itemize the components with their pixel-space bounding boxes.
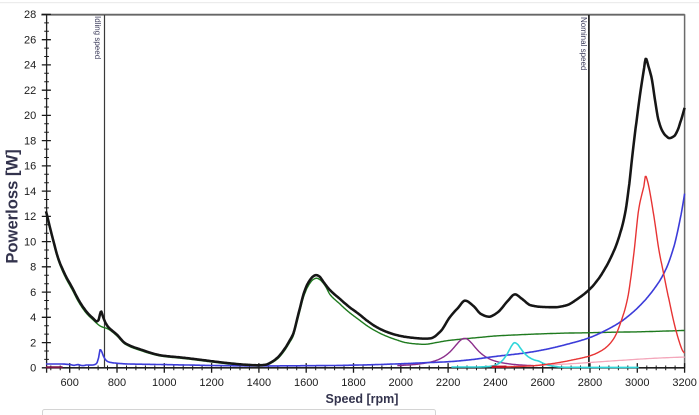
svg-text:800: 800 bbox=[108, 377, 126, 389]
svg-text:Nominal speed: Nominal speed bbox=[579, 17, 588, 70]
svg-text:2200: 2200 bbox=[436, 377, 460, 389]
svg-text:22: 22 bbox=[24, 85, 36, 97]
svg-text:28: 28 bbox=[24, 9, 36, 21]
svg-text:1000: 1000 bbox=[152, 377, 176, 389]
svg-text:18: 18 bbox=[24, 135, 36, 147]
svg-text:2600: 2600 bbox=[530, 377, 554, 389]
svg-text:2: 2 bbox=[30, 337, 36, 349]
svg-text:2400: 2400 bbox=[483, 377, 507, 389]
svg-text:3000: 3000 bbox=[625, 377, 649, 389]
svg-text:20: 20 bbox=[24, 110, 36, 122]
svg-text:2000: 2000 bbox=[389, 377, 413, 389]
svg-text:4: 4 bbox=[30, 312, 36, 324]
svg-text:10: 10 bbox=[24, 236, 36, 248]
svg-text:26: 26 bbox=[24, 34, 36, 46]
svg-text:24: 24 bbox=[24, 60, 36, 72]
svg-text:16: 16 bbox=[24, 161, 36, 173]
svg-text:Powerloss [W]: Powerloss [W] bbox=[3, 149, 22, 263]
svg-text:12: 12 bbox=[24, 211, 36, 223]
svg-text:1400: 1400 bbox=[247, 377, 271, 389]
svg-text:1600: 1600 bbox=[294, 377, 318, 389]
svg-text:Speed [rpm]: Speed [rpm] bbox=[326, 392, 399, 406]
svg-text:600: 600 bbox=[61, 377, 79, 389]
svg-text:14: 14 bbox=[24, 186, 36, 198]
svg-text:1200: 1200 bbox=[199, 377, 223, 389]
svg-text:2800: 2800 bbox=[578, 377, 602, 389]
svg-text:8: 8 bbox=[30, 262, 36, 274]
svg-text:Idling speed: Idling speed bbox=[93, 16, 102, 59]
svg-text:6: 6 bbox=[30, 287, 36, 299]
svg-text:0: 0 bbox=[30, 363, 36, 375]
svg-text:1800: 1800 bbox=[341, 377, 365, 389]
svg-text:3200: 3200 bbox=[672, 377, 696, 389]
